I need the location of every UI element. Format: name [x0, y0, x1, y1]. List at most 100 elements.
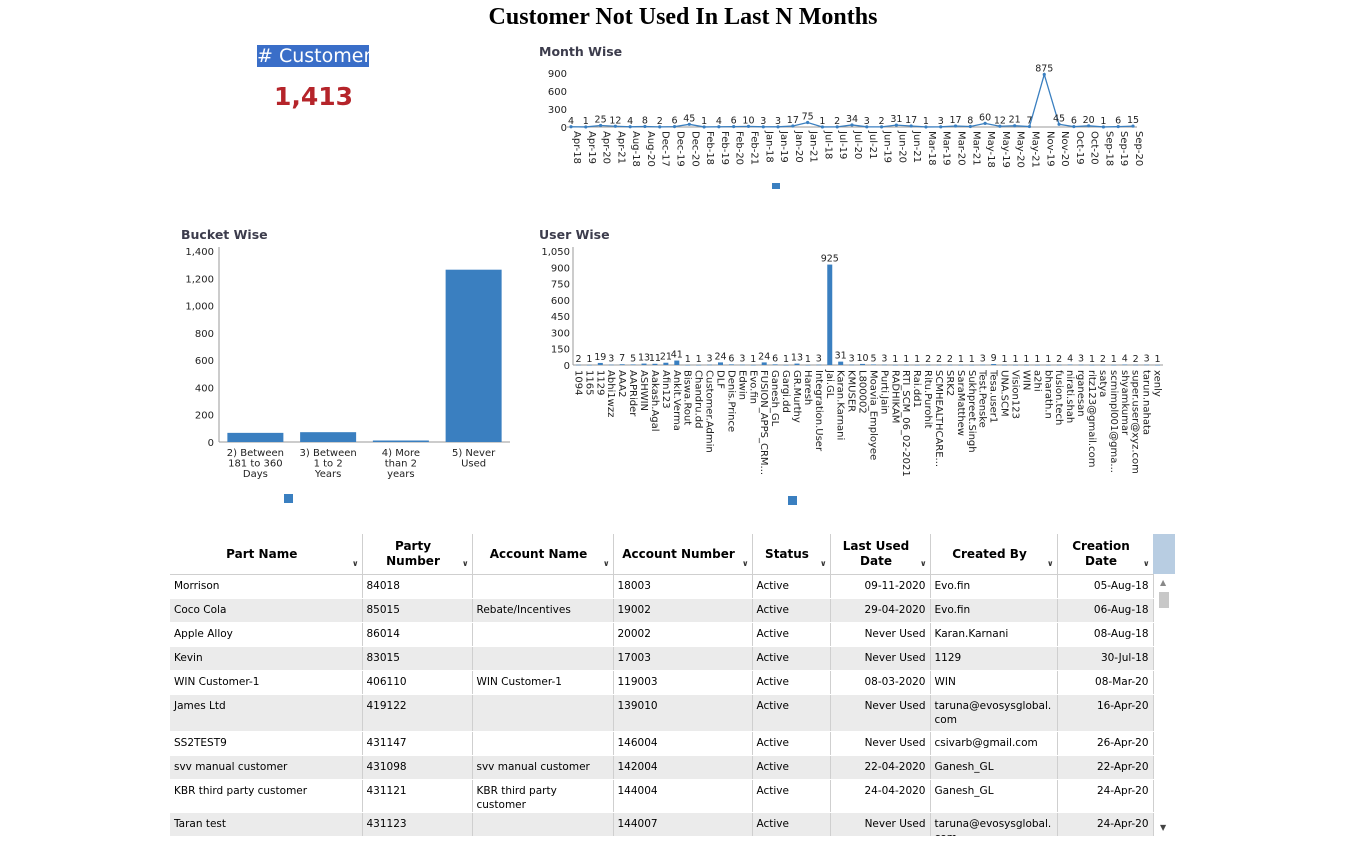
sort-dropdown-icon[interactable]: ∨ — [920, 559, 927, 568]
data-label: 1 — [701, 116, 707, 127]
legend-swatch — [788, 496, 797, 505]
x-tick-label: DLF — [715, 370, 726, 389]
table-cell: svv manual customer — [170, 755, 363, 780]
data-point — [939, 125, 943, 129]
x-tick-label: Haresh — [802, 370, 813, 405]
table-cell: 17003 — [613, 646, 753, 671]
data-label: 1 — [685, 354, 691, 365]
column-header-label: Status — [765, 546, 809, 561]
sort-dropdown-icon[interactable]: ∨ — [742, 559, 749, 568]
x-tick-label: Evo.fin — [747, 370, 758, 404]
table-cell: 24-Apr-20 — [1057, 779, 1154, 813]
sort-dropdown-icon[interactable]: ∨ — [352, 559, 359, 568]
table-cell — [472, 646, 614, 671]
sort-dropdown-icon[interactable]: ∨ — [1047, 559, 1054, 568]
table-cell: Never Used — [830, 622, 931, 647]
data-label: 41 — [671, 350, 683, 361]
bar — [597, 362, 603, 365]
data-label: 45 — [1053, 113, 1065, 124]
x-tick-label: Jul-19 — [837, 130, 848, 159]
table-cell: Active — [752, 812, 831, 836]
data-label: 75 — [802, 112, 814, 123]
x-tick-label: fusion.tech — [1053, 370, 1064, 425]
y-tick-label: 600 — [548, 87, 567, 98]
table-row[interactable]: James Ltd 419122 139010 Active Never Used tar… — [170, 694, 1154, 732]
bar — [947, 364, 953, 366]
table-cell: 16-Apr-20 — [1057, 694, 1154, 732]
month-chart-title: Month Wise — [539, 44, 622, 59]
bar — [739, 364, 745, 366]
column-header[interactable]: Last Used Date ∨ — [830, 534, 931, 575]
data-point — [628, 125, 632, 129]
data-label: 1 — [1111, 354, 1117, 365]
column-header[interactable]: Account Number ∨ — [613, 534, 753, 575]
table-cell: WIN — [930, 670, 1058, 695]
table-row[interactable]: Apple Alloy 86014 20002 Active Never Used Kar… — [170, 622, 1154, 647]
table-row[interactable]: Kevin 83015 17003 Active Never Used 1129 30-Ju… — [170, 646, 1154, 671]
table-cell: Never Used — [830, 646, 931, 671]
data-label: 3 — [849, 354, 855, 365]
x-tick-label: Used — [461, 459, 486, 470]
page-title: Customer Not Used In Last N Months — [488, 4, 878, 30]
data-label: 3 — [760, 116, 766, 127]
column-header-label: Party Number — [386, 539, 440, 568]
table-row[interactable]: Morrison 84018 18003 Active 09-11-2020 Evo.fi… — [170, 574, 1154, 599]
column-header[interactable]: Created By ∨ — [930, 534, 1058, 575]
column-header[interactable]: Status ∨ — [752, 534, 831, 575]
bar — [445, 269, 502, 442]
table-cell — [472, 574, 614, 599]
y-tick-label: 1,050 — [541, 247, 570, 258]
scrollbar-thumb[interactable] — [1159, 592, 1169, 608]
data-label: 2 — [925, 354, 931, 365]
x-tick-label: Apr-18 — [571, 131, 582, 164]
x-tick-label: Days — [243, 469, 268, 480]
sort-dropdown-icon[interactable]: ∨ — [820, 559, 827, 568]
column-header[interactable]: Part Name ∨ — [170, 534, 363, 575]
x-tick-label: Jul-21 — [867, 130, 878, 159]
bar — [1034, 364, 1040, 366]
table-cell: 84018 — [362, 574, 473, 599]
data-point — [968, 124, 972, 129]
table-row[interactable]: Taran test 431123 144007 Active Never Used ta… — [170, 812, 1154, 836]
table-row[interactable]: svv manual customer 431098 svv manual cust… — [170, 755, 1154, 780]
table-cell — [472, 731, 614, 756]
table-row[interactable]: KBR third party customer 431121 KBR third … — [170, 779, 1154, 813]
x-tick-label: WIN — [1020, 370, 1031, 390]
data-label: 6 — [1071, 116, 1077, 127]
y-tick-label: 900 — [551, 263, 570, 274]
x-tick-label: Jul-18 — [822, 130, 833, 159]
bar — [663, 362, 669, 365]
data-label: 1 — [586, 354, 592, 365]
scroll-up-arrow-icon[interactable]: ▲ — [1160, 578, 1167, 587]
table-row[interactable]: SS2TEST9 431147 146004 Active Never Used csiv… — [170, 731, 1154, 756]
x-tick-label: Afin123 — [660, 370, 671, 409]
data-label: 6 — [672, 116, 678, 127]
data-point — [643, 124, 647, 129]
table-row[interactable]: WIN Customer-1 406110 WIN Customer-1 119003… — [170, 670, 1154, 695]
data-label: 2 — [657, 116, 663, 127]
column-header[interactable]: Party Number ∨ — [362, 534, 473, 575]
bar — [718, 362, 723, 365]
bar — [1122, 364, 1128, 366]
sort-dropdown-icon[interactable]: ∨ — [603, 559, 610, 568]
bar — [1023, 364, 1029, 366]
sort-dropdown-icon[interactable]: ∨ — [462, 559, 469, 568]
column-header[interactable]: Creation Date ∨ — [1057, 534, 1154, 575]
x-tick-label: Apr-21 — [615, 131, 626, 164]
column-header[interactable]: Account Name ∨ — [472, 534, 614, 575]
table-cell: Taran test — [170, 812, 363, 836]
data-label: 13 — [638, 353, 650, 364]
data-label: 4 — [1122, 354, 1128, 365]
table-cell: WIN Customer-1 — [472, 670, 614, 695]
vertical-scrollbar[interactable]: ▲ ▼ — [1157, 576, 1171, 836]
table-cell: Active — [752, 622, 831, 647]
bar — [608, 364, 614, 366]
x-tick-label: Purti.Jain — [878, 370, 889, 414]
data-point — [1087, 124, 1091, 128]
data-point — [598, 123, 603, 128]
scroll-down-arrow-icon[interactable]: ▼ — [1160, 823, 1167, 832]
sort-dropdown-icon[interactable]: ∨ — [1143, 559, 1150, 568]
table-row[interactable]: Coco Cola 85015 Rebate/Incentives 19002 Acti… — [170, 598, 1154, 623]
data-label: 12 — [609, 115, 621, 126]
table-cell: svv manual customer — [472, 755, 614, 780]
